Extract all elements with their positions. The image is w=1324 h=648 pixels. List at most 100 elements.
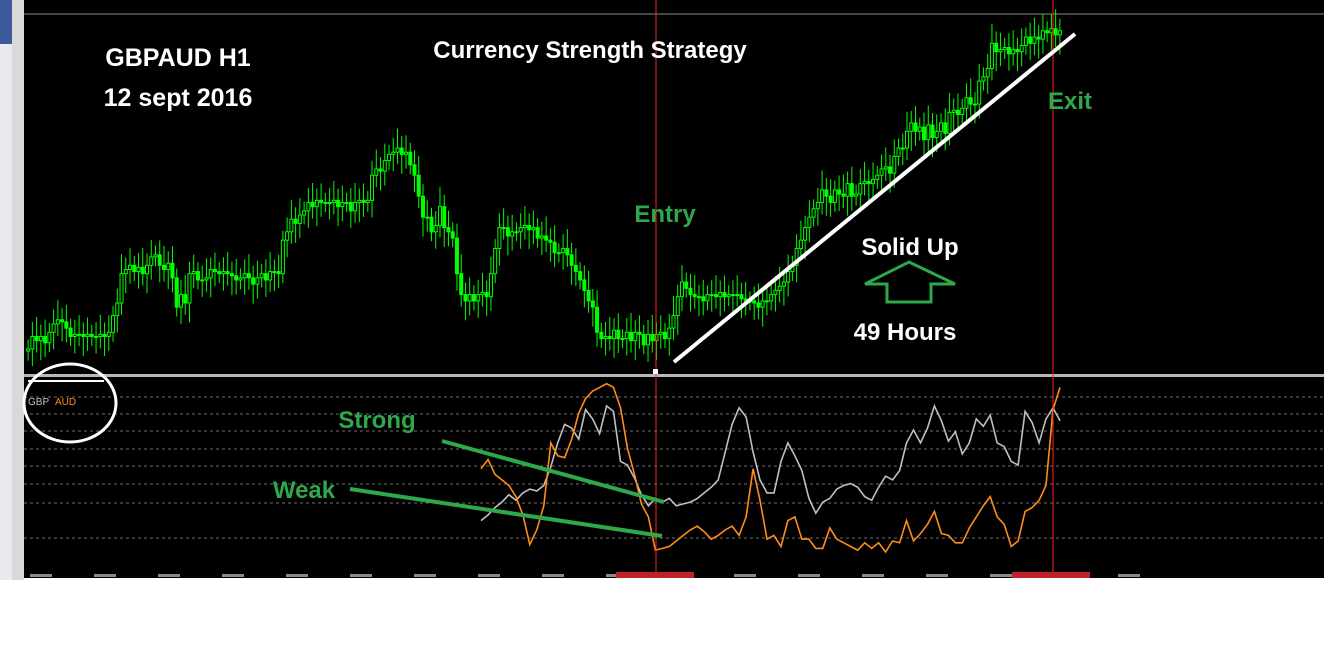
time-tick-label	[94, 574, 116, 577]
candle-body	[561, 248, 566, 254]
candle-body	[667, 327, 672, 340]
candle-body	[34, 335, 39, 342]
candle-body	[221, 271, 226, 275]
candle-body	[586, 289, 591, 302]
candle-body	[412, 164, 417, 176]
candle-body	[111, 315, 116, 333]
candle-body	[123, 268, 128, 275]
candle-body	[909, 122, 914, 132]
candle-body	[573, 264, 578, 273]
candle-body	[616, 329, 621, 340]
candle-body	[565, 248, 570, 256]
time-tick-label	[542, 574, 564, 577]
candle-body	[370, 174, 375, 201]
candle-body	[234, 275, 239, 281]
candle-body	[1057, 30, 1062, 36]
candle-body	[764, 300, 769, 303]
time-tick-label	[414, 574, 436, 577]
candle-body	[229, 273, 234, 277]
time-tick-label	[734, 574, 756, 577]
candle-body	[72, 333, 77, 337]
candle-body	[947, 111, 952, 134]
candle-body	[272, 271, 277, 274]
candle-body	[348, 201, 353, 212]
candle-body	[136, 266, 141, 273]
weak-label: Weak	[273, 477, 336, 504]
candle-body	[650, 333, 655, 342]
candle-body	[556, 252, 561, 255]
candle-body	[998, 49, 1003, 53]
candle-body	[1040, 30, 1045, 40]
candle-body	[798, 239, 803, 250]
candle-body	[374, 168, 379, 176]
candle-body	[183, 294, 188, 304]
candle-body	[726, 294, 731, 298]
candle-body	[395, 147, 400, 153]
candle-body	[1032, 36, 1037, 44]
candle-body	[268, 271, 273, 281]
candle-body	[38, 335, 43, 342]
time-tick-label	[30, 574, 52, 577]
candle-body	[900, 147, 905, 150]
candle-body	[310, 201, 315, 208]
entry-marker-dot	[653, 369, 658, 374]
candle-body	[794, 248, 799, 266]
candle-body	[701, 296, 706, 302]
window-left-accent	[0, 0, 12, 44]
pane-separator	[24, 374, 1324, 377]
candle-body	[684, 281, 689, 289]
candle-body	[225, 271, 230, 275]
candle-body	[955, 109, 960, 116]
candle-body	[688, 287, 693, 296]
candle-body	[1045, 30, 1050, 34]
time-tick-label	[286, 574, 308, 577]
candle-body	[106, 331, 111, 337]
candle-body	[166, 262, 171, 270]
candle-body	[624, 331, 629, 340]
candle-body	[930, 124, 935, 139]
candle-body	[760, 300, 765, 308]
candle-body	[544, 235, 549, 241]
candle-body	[505, 227, 510, 237]
candle-body	[145, 264, 150, 275]
candle-body	[883, 166, 888, 170]
candle-body	[578, 271, 583, 281]
candle-body	[922, 126, 927, 141]
candle-body	[603, 335, 608, 340]
candle-body	[408, 151, 413, 166]
candle-body	[943, 122, 948, 134]
candle-body	[89, 333, 94, 337]
candle-body	[960, 107, 965, 116]
candle-body	[484, 292, 489, 298]
candle-body	[442, 206, 447, 229]
candle-body	[493, 248, 498, 275]
candle-body	[327, 201, 332, 204]
candle-body	[756, 302, 761, 308]
candle-body	[259, 273, 264, 279]
candle-body	[527, 225, 532, 231]
candle-body	[149, 256, 154, 266]
candle-body	[238, 277, 243, 281]
candle-body	[977, 80, 982, 105]
candle-body	[646, 333, 651, 346]
candle-body	[926, 124, 931, 141]
candle-body	[913, 122, 918, 132]
time-tick-label	[478, 574, 500, 577]
window-left-border	[0, 0, 12, 580]
strong-label: Strong	[338, 407, 415, 434]
candle-body	[344, 201, 349, 204]
candle-body	[480, 292, 485, 296]
candle-body	[781, 281, 786, 287]
candle-body	[119, 273, 124, 304]
candle-body	[1015, 49, 1020, 53]
candle-body	[191, 271, 196, 275]
candle-body	[416, 174, 421, 197]
candle-body	[837, 189, 842, 195]
candle-body	[153, 254, 158, 258]
candle-body	[404, 151, 409, 155]
indicator-pane-background	[24, 377, 1324, 570]
candle-body	[77, 333, 82, 336]
candle-body	[607, 335, 612, 340]
candle-body	[964, 97, 969, 109]
candle-body	[94, 335, 99, 338]
